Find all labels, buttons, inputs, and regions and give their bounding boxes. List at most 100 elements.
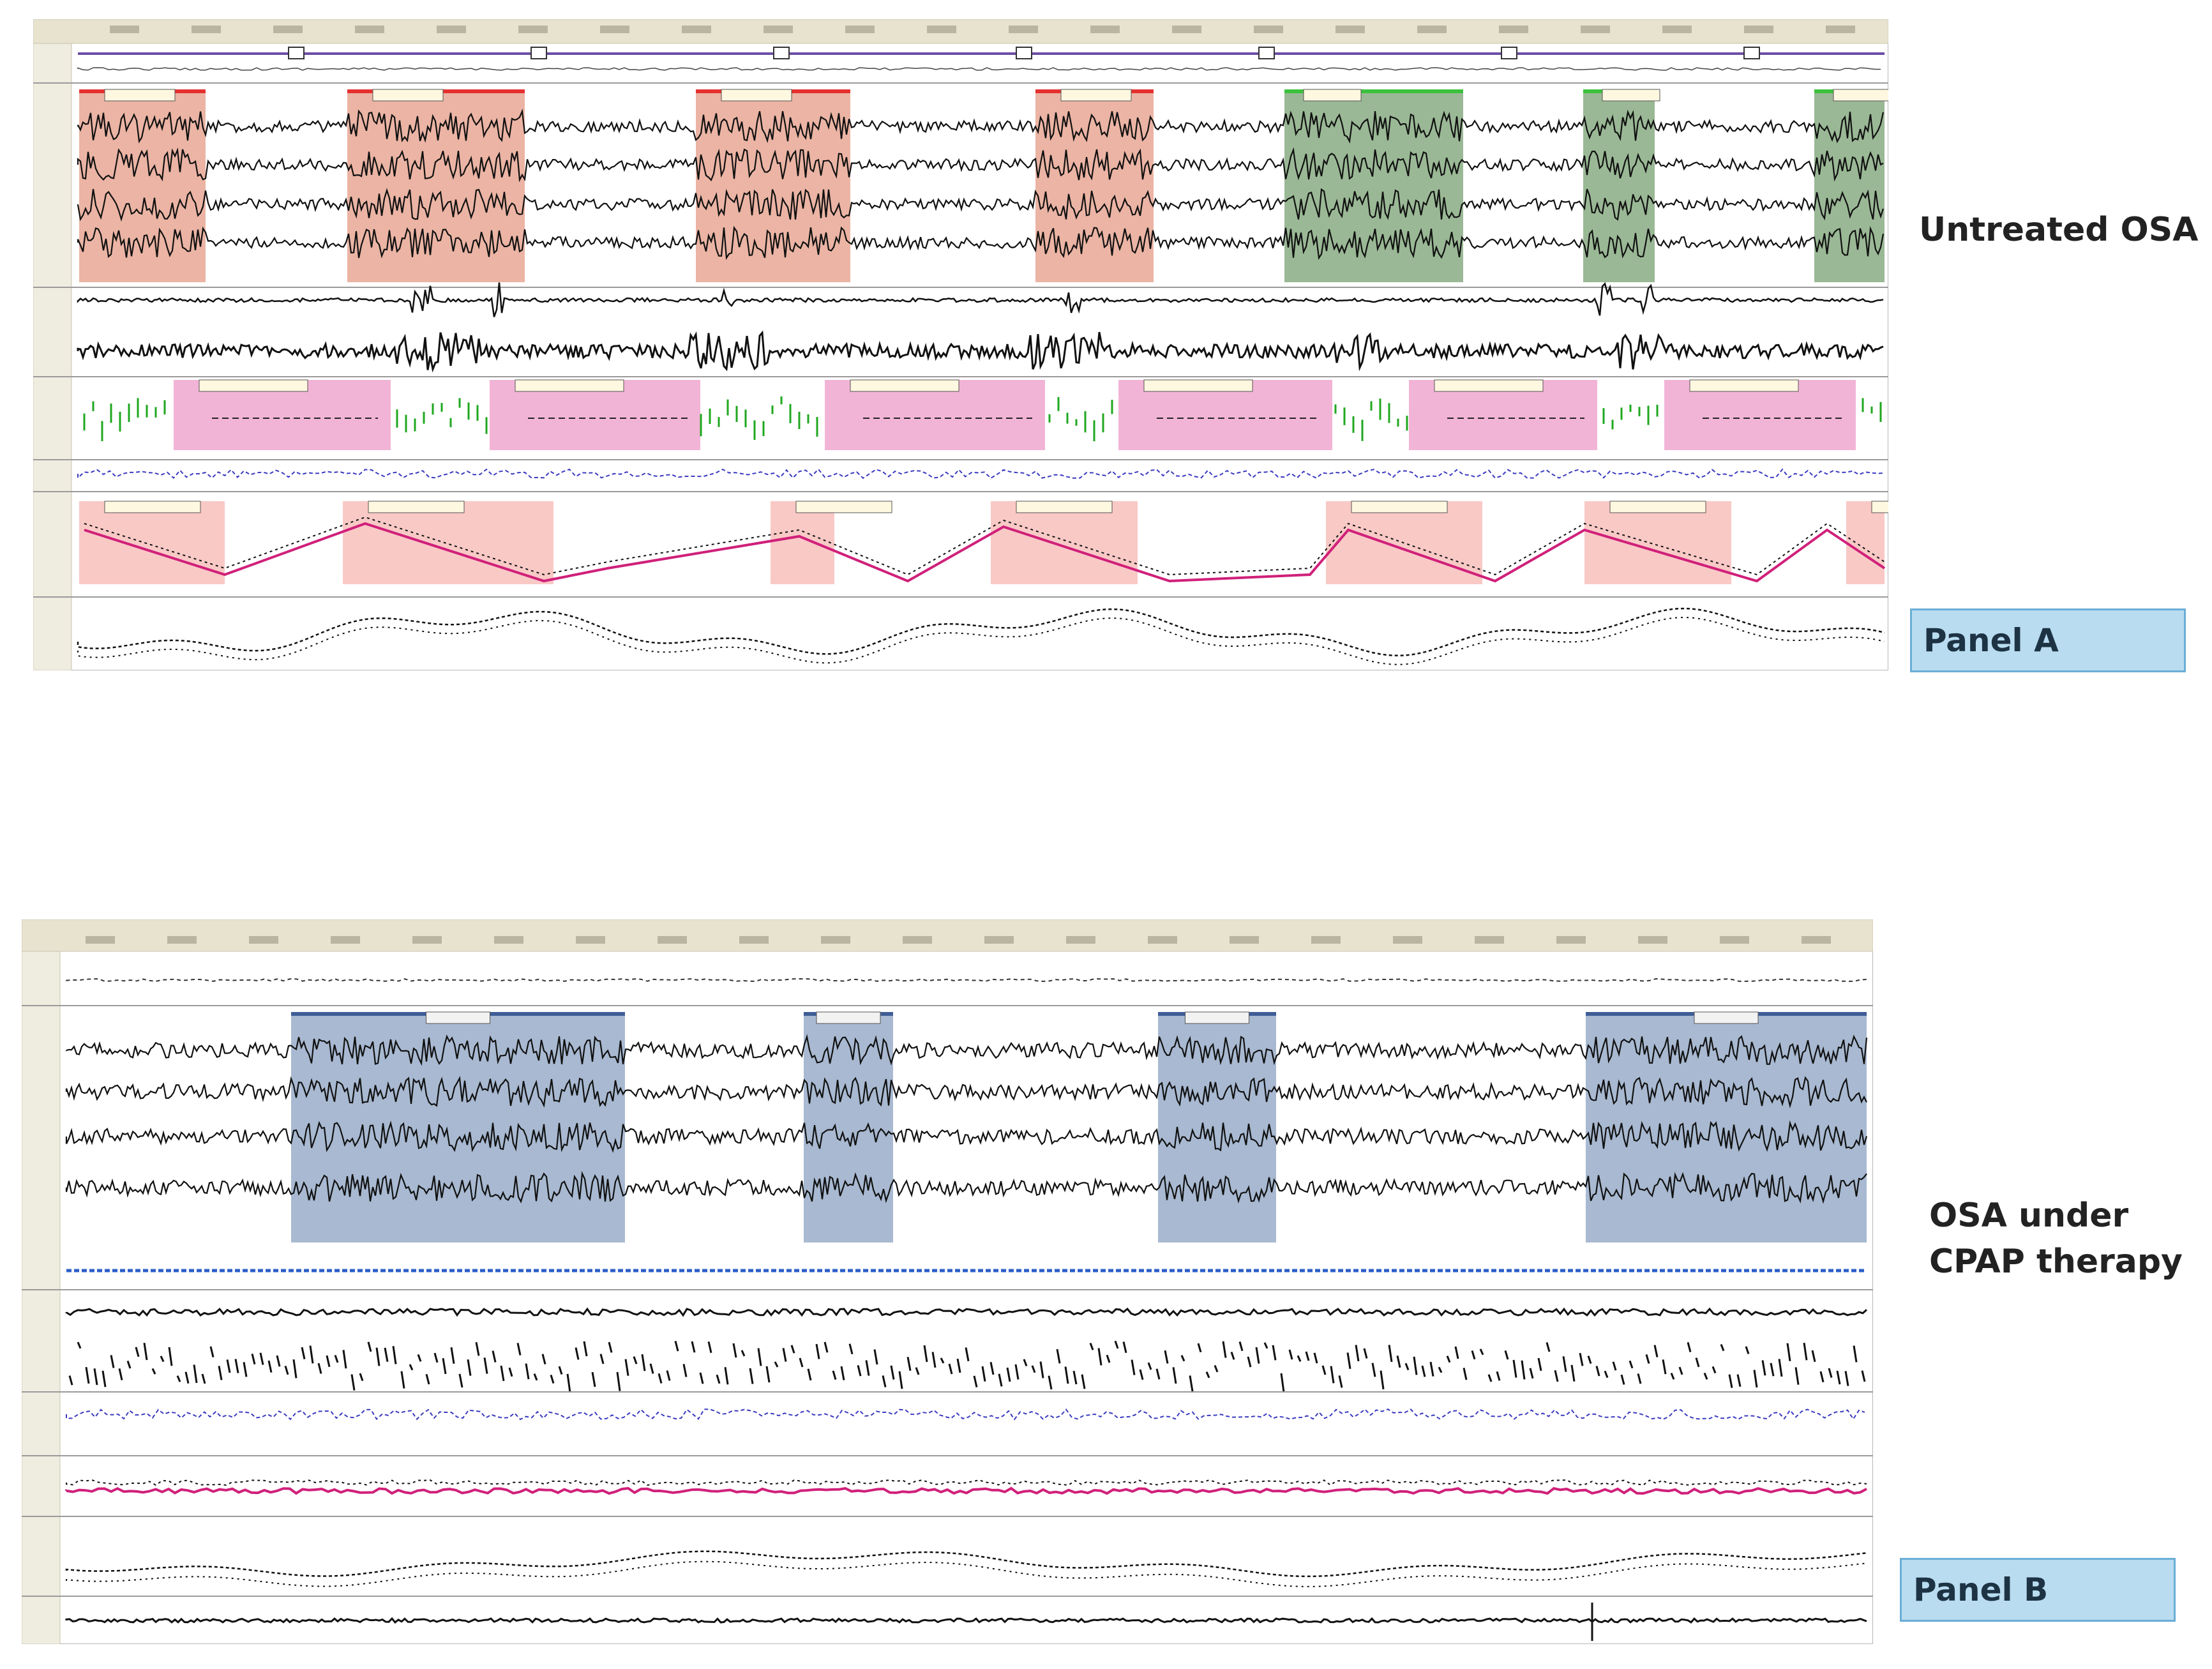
- panel-a-time-tick: [1335, 26, 1365, 33]
- panel-b-arousal-region: [1586, 1014, 1867, 1242]
- panel-b-label: Panel B: [1900, 1558, 2176, 1622]
- panel-a-wake-bar: [1284, 89, 1463, 93]
- panel-a-position-trace: [77, 67, 1881, 71]
- panel-b-eeg-trace: [65, 1171, 1867, 1204]
- panel-b-emg-trace: [65, 1307, 1868, 1317]
- panel-b-time-tick: [1720, 936, 1749, 944]
- panel-b-eeg-trace: [65, 1075, 1867, 1108]
- panel-a-emg-trace: [77, 282, 1884, 317]
- panel-a-time-tick: [1090, 26, 1120, 33]
- panel-b-time-tick: [903, 936, 932, 944]
- panel-a-arousal-tag: [372, 89, 444, 102]
- panel-a-frame: [33, 19, 1888, 670]
- panel-a-desat-tag: [1871, 501, 1888, 513]
- panel-a-time-ruler: [33, 19, 1888, 44]
- panel-a-wake-tag: [1303, 89, 1362, 102]
- panel-a-eeg-trace: [77, 225, 1885, 261]
- panel-b-time-ruler: [22, 919, 1873, 952]
- panel-a-label-text: Panel A: [1923, 622, 2059, 659]
- panel-a-time-tick: [1417, 26, 1447, 33]
- panel-b-time-tick: [1556, 936, 1586, 944]
- panel-b-time-tick: [821, 936, 850, 944]
- panel-a-snore-trace: [77, 330, 1884, 373]
- panel-b-eeg-trace: [65, 1034, 1868, 1066]
- panel-b-time-tick: [167, 936, 197, 944]
- panel-b-effort-trace: [66, 1408, 1865, 1421]
- panel-b-position-trace: [66, 978, 1867, 983]
- panel-a-effort-trace: [77, 468, 1885, 480]
- panel-b-time-tick: [1802, 936, 1831, 944]
- panel-a-desat-tag: [795, 501, 892, 513]
- panel-a-desat-region: [1846, 501, 1885, 584]
- panel-a-traces: [33, 19, 1888, 670]
- panel-b-heart-rate-trace: [65, 1550, 1867, 1578]
- panel-a-arousal-tag: [104, 89, 176, 102]
- panel-b-time-tick: [331, 936, 360, 944]
- panel-a-desat-tag: [104, 501, 201, 513]
- panel-a-arousal-tag: [721, 89, 792, 102]
- panel-a-time-tick: [273, 26, 303, 33]
- panel-a-time-tick: [1744, 26, 1773, 33]
- panel-b-arousal-region: [1158, 1014, 1276, 1242]
- panel-a-time-tick: [1581, 26, 1610, 33]
- panel-b-time-tick: [1230, 936, 1259, 944]
- panel-a-time-tick: [192, 26, 221, 33]
- panel-a-heart-rate-dots: [77, 617, 1885, 665]
- panel-a-apnea-tag: [199, 379, 308, 392]
- panel-a-time-tick: [1172, 26, 1201, 33]
- panel-a-channel-column: [33, 19, 72, 670]
- panel-a-time-tick: [1254, 26, 1283, 33]
- panel-a-epoch-marker: [530, 47, 547, 59]
- panel-a-wake-tag: [1602, 89, 1660, 102]
- panel-a-time-tick: [1009, 26, 1038, 33]
- panel-b-spo2-dots: [66, 1479, 1867, 1486]
- panel-a-time-tick: [845, 26, 875, 33]
- panel-a-heart-rate-trace: [77, 607, 1885, 657]
- panel-a-time-tick: [1826, 26, 1855, 33]
- panel-b-time-tick: [1393, 936, 1422, 944]
- panel-b-arousal-tag: [426, 1011, 490, 1024]
- panel-a-epoch-marker: [1501, 47, 1517, 59]
- panel-b-time-tick: [1148, 936, 1177, 944]
- panel-b-time-tick: [576, 936, 605, 944]
- panel-a-desat-tag: [1609, 501, 1706, 513]
- panel-b-time-tick: [1311, 936, 1341, 944]
- panel-a-flow-trace: [83, 396, 1882, 442]
- panel-a-wake-tag: [1833, 89, 1888, 102]
- panel-a-recording: [33, 19, 1888, 670]
- panel-a-desat-region: [771, 501, 834, 584]
- panel-b-leg-trace: [65, 1617, 1867, 1624]
- panel-b-time-tick: [658, 936, 687, 944]
- panel-a-time-tick: [437, 26, 466, 33]
- panel-a-eeg-trace: [77, 108, 1885, 144]
- panel-a-time-tick: [1499, 26, 1528, 33]
- panel-b-time-tick: [412, 936, 442, 944]
- panel-b-caption-line2: CPAP therapy: [1929, 1242, 2183, 1281]
- panel-a-desat-region: [1584, 501, 1731, 584]
- panel-b-heart-rate-dots: [66, 1560, 1867, 1587]
- panel-a-epoch-marker: [773, 47, 790, 59]
- panel-a-desat-region: [79, 501, 225, 584]
- panel-a-apnea-tag: [1689, 379, 1799, 392]
- panel-b-time-tick: [1066, 936, 1095, 944]
- panel-b-time-tick: [249, 936, 278, 944]
- panel-a-eeg-trace: [77, 188, 1885, 222]
- panel-a-time-tick: [518, 26, 548, 33]
- panel-a-time-tick: [927, 26, 956, 33]
- panel-a-desat-region: [991, 501, 1138, 584]
- panel-b-label-text: Panel B: [1913, 1571, 2049, 1608]
- panel-a-desat-tag: [1351, 501, 1448, 513]
- panel-a-apnea-tag: [515, 379, 624, 392]
- panel-b-flow-trace: [68, 1340, 1866, 1393]
- panel-a-time-tick: [682, 26, 711, 33]
- panel-a-epoch-marker: [288, 47, 305, 59]
- panel-b-time-tick: [1475, 936, 1504, 944]
- panel-b-time-tick: [494, 936, 523, 944]
- panel-b-caption-line1: OSA under: [1929, 1197, 2129, 1235]
- panel-b-time-tick: [984, 936, 1014, 944]
- panel-a-time-tick: [1662, 26, 1692, 33]
- panel-a-desat-region: [343, 501, 553, 584]
- panel-a-time-tick: [600, 26, 629, 33]
- panel-b-channel-column: [22, 919, 61, 1644]
- panel-a-apnea-tag: [1143, 379, 1253, 392]
